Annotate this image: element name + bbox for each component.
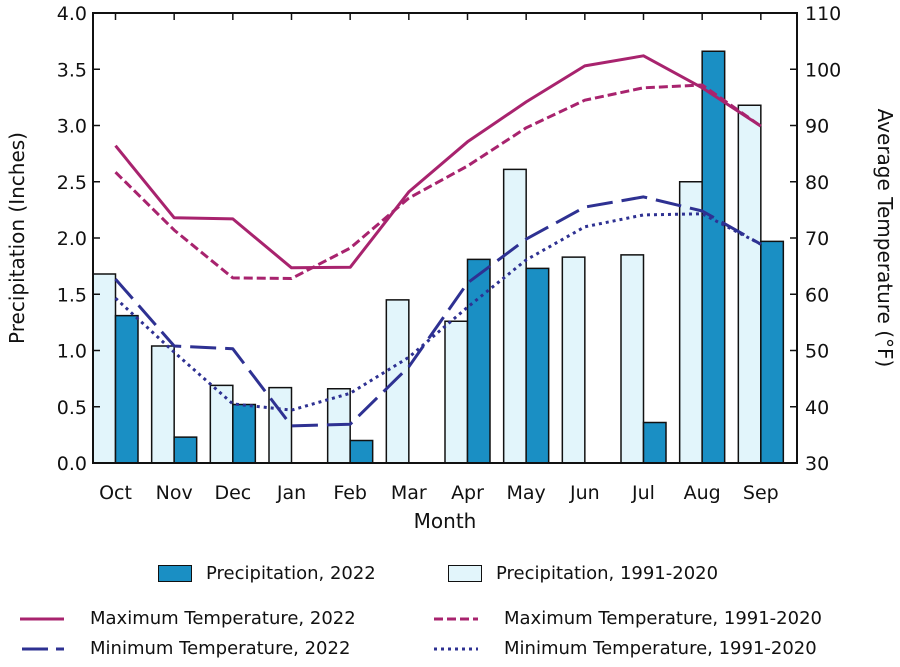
x-tick-label: Dec <box>214 482 251 504</box>
y-axis-title: Precipitation (Inches) <box>5 132 29 344</box>
solid-line-swatch-icon <box>20 617 64 620</box>
precip-normal-swatch <box>448 565 482 582</box>
ticks-layer: 0.0 0.5 1.0 1.5 2.0 2.5 3.0 3.5 4.0 30 40 50 60 70 80 9… <box>57 3 841 504</box>
y2-tick-label: 100 <box>805 59 841 81</box>
bar-precip-normal <box>92 273 117 464</box>
y2-tick-label: 90 <box>805 116 829 138</box>
bar-precip-normal <box>678 181 703 464</box>
bar-precip-normal <box>502 168 527 464</box>
bar-precip-2022 <box>525 267 550 464</box>
x-tick-label: Feb <box>333 482 367 504</box>
line-max-temp-normal <box>114 83 762 280</box>
dashed-line-swatch-icon <box>434 617 478 620</box>
bar-precip-normal <box>737 104 762 464</box>
x-tick-label: Jun <box>569 482 600 504</box>
y-tick-label: 4.0 <box>57 3 87 25</box>
bar-precip-2022 <box>642 421 667 464</box>
x-tick-label: Apr <box>451 482 484 504</box>
x-tick-label: Nov <box>156 482 193 504</box>
bars-layer <box>92 50 785 464</box>
y2-tick-label: 60 <box>805 284 829 306</box>
bar-precip-normal <box>620 254 645 464</box>
legend-label: Maximum Temperature, 2022 <box>90 608 356 629</box>
x-tick-label: Aug <box>684 482 721 504</box>
bar-precip-normal <box>561 256 586 464</box>
bar-precip-2022 <box>349 439 374 464</box>
y2-axis-title: Average Temperature (°F) <box>873 109 897 368</box>
bar-precip-normal <box>150 345 175 464</box>
y2-tick-label: 40 <box>805 397 829 419</box>
x-axis-title: Month <box>414 509 477 533</box>
y-tick-label: 1.5 <box>57 284 87 306</box>
bar-precip-2022 <box>173 436 198 464</box>
y-tick-label: 3.5 <box>57 59 87 81</box>
x-tick-label: Jul <box>631 482 655 504</box>
x-tick-label: Oct <box>99 482 132 504</box>
y-tick-label: 2.0 <box>57 228 87 250</box>
line-max-temp-2022 <box>114 54 762 270</box>
x-tick-label: Mar <box>391 482 427 504</box>
legend-item-precip-2022: Precipitation, 2022 <box>158 563 376 584</box>
legend-item-min-2022: Minimum Temperature, 2022 <box>20 638 350 659</box>
y-tick-label: 2.5 <box>57 172 87 194</box>
y-tick-label: 1.0 <box>57 341 87 363</box>
bar-precip-2022 <box>232 403 257 464</box>
precip-2022-swatch <box>158 565 192 582</box>
legend-item-max-normal: Maximum Temperature, 1991-2020 <box>434 608 822 629</box>
x-tick-label: Sep <box>743 482 779 504</box>
legend-label: Minimum Temperature, 2022 <box>90 638 351 659</box>
x-tick-label: May <box>507 482 546 504</box>
y2-tick-label: 50 <box>805 341 829 363</box>
y2-tick-label: 110 <box>805 3 841 25</box>
bar-precip-2022 <box>701 50 726 464</box>
y-tick-label: 0.0 <box>57 453 87 475</box>
legend-item-max-2022: Maximum Temperature, 2022 <box>20 608 356 629</box>
legend-label: Precipitation, 2022 <box>206 563 376 584</box>
bar-precip-2022 <box>114 314 139 464</box>
legend-label: Minimum Temperature, 1991-2020 <box>504 638 817 659</box>
y2-tick-label: 30 <box>805 453 829 475</box>
legend-label: Precipitation, 1991-2020 <box>496 563 719 584</box>
long-dash-line-swatch-icon <box>22 647 64 650</box>
y2-tick-label: 80 <box>805 172 829 194</box>
bar-precip-normal <box>385 299 410 464</box>
y-tick-label: 3.0 <box>57 116 87 138</box>
legend-item-min-normal: Minimum Temperature, 1991-2020 <box>434 638 817 659</box>
bar-precip-2022 <box>760 240 785 464</box>
line-min-temp-normal <box>114 212 762 412</box>
bar-precip-normal <box>209 384 234 464</box>
line-min-temp-2022 <box>114 195 762 428</box>
x-tick-label: Jan <box>276 482 306 504</box>
lines-layer <box>114 54 762 428</box>
climate-chart: 0.0 0.5 1.0 1.5 2.0 2.5 3.0 3.5 4.0 30 40 50 60 70 80 9… <box>5 3 897 533</box>
bar-precip-normal <box>444 320 469 464</box>
y-tick-label: 0.5 <box>57 397 87 419</box>
dotted-line-swatch-icon <box>434 647 478 650</box>
y2-tick-label: 70 <box>805 228 829 250</box>
legend-label: Maximum Temperature, 1991-2020 <box>504 608 822 629</box>
legend-item-precip-normal: Precipitation, 1991-2020 <box>448 563 718 584</box>
